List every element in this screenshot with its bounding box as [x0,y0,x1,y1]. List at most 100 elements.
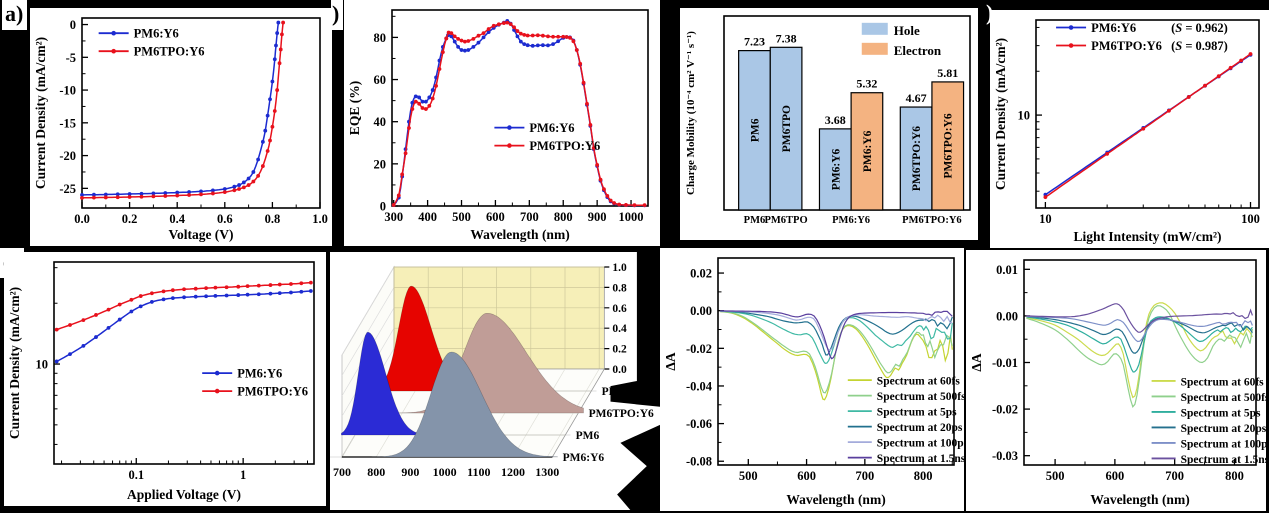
panel-b: 300 400 500 600 700 800 900 1000 0 20 40 60 80 Wavele… [344,0,660,246]
svg-text:PM6: PM6 [576,430,600,442]
svg-text:800: 800 [914,469,933,483]
svg-text:7.23: 7.23 [744,35,765,49]
svg-text:10: 10 [1018,109,1031,123]
svg-text:PM6TPO: PM6TPO [602,386,649,398]
svg-text:Charge Mobility (10⁻⁴ cm² V⁻¹: Charge Mobility (10⁻⁴ cm² V⁻¹ s⁻¹) [685,31,697,195]
svg-text:Voltage (V): Voltage (V) [168,227,233,242]
svg-text:800: 800 [367,465,385,479]
svg-text:700: 700 [520,210,539,224]
svg-text:0.01: 0.01 [996,263,1018,277]
svg-text:5.32: 5.32 [856,77,877,91]
svg-text:PM6TPO:Y6: PM6TPO:Y6 [911,126,923,191]
series-1 [54,280,313,332]
svg-text:0.4: 0.4 [612,323,627,335]
svg-text:PM6:Y6: PM6:Y6 [832,215,870,226]
series-2 [1026,316,1253,373]
panel-e-chart: 0.1 1 10 Applied Voltage (V) Current Density… [7,261,315,502]
svg-text:5.81: 5.81 [937,66,958,80]
svg-text:1: 1 [240,468,246,482]
svg-text:(S = 0.987): (S = 0.987) [1171,39,1228,53]
svg-text:-15: -15 [59,116,76,130]
svg-text:-0.04: -0.04 [686,379,713,393]
svg-text:Spectrum at 500fs: Spectrum at 500fs [877,391,964,403]
svg-text:600: 600 [486,210,505,224]
svg-text:0.00: 0.00 [690,304,712,318]
svg-text:0.02: 0.02 [690,267,712,281]
panel-c: Charge Mobility (10⁻⁴ cm² V⁻¹ s⁻¹) PM6 PM6… [680,8,978,240]
svg-text:10: 10 [36,358,49,372]
svg-text:PM6TPO:Y6: PM6TPO:Y6 [589,408,654,420]
svg-text:-25: -25 [59,182,76,196]
legend: Spectrum at 60fs Spectrum at 500fs Spectru… [1151,376,1266,466]
svg-text:100: 100 [1241,212,1260,226]
panel-a: 0.0 0.2 0.4 0.6 0.8 1.0 0 -5 -10 -15 -20 -25 Voltage… [30,8,332,246]
svg-text:PM6TPO:Y6: PM6TPO:Y6 [943,113,955,178]
panel-h: 500 600 700 800 0.01 0.00 -0.01 -0.02 -0.03 Wavel… [966,250,1266,511]
svg-text:7.38: 7.38 [776,31,797,45]
svg-text:-0.02: -0.02 [686,342,712,356]
svg-text:PM6TPO: PM6TPO [764,215,807,226]
svg-text:500: 500 [1046,469,1065,483]
axes: 10 100 10 Light Intensity (mW/cm²) Current D… [993,19,1260,244]
series-3 [1026,315,1253,354]
svg-text:1100: 1100 [467,465,490,479]
axes: 0.0 0.2 0.4 0.6 0.8 1.0 0 -5 -10 -15 -20 -25 Voltage… [33,17,328,242]
svg-text:PM6TPO:Y6: PM6TPO:Y6 [134,45,205,59]
panel-a-chart: 0.0 0.2 0.4 0.6 0.8 1.0 0 -5 -10 -15 -20 -25 Voltage… [33,17,328,242]
svg-text:Current Density (mA/cm²): Current Density (mA/cm²) [993,38,1008,190]
svg-text:0.2: 0.2 [122,212,138,226]
axes: 0.1 1 10 Applied Voltage (V) Current Density… [7,261,315,502]
svg-text:Wavelength (nm): Wavelength (nm) [1090,492,1189,507]
panel-d-chart: 10 100 10 Light Intensity (mW/cm²) Current D… [993,19,1260,244]
panel-d: 10 100 10 Light Intensity (mW/cm²) Current D… [990,10,1269,248]
svg-text:PM6:Y6: PM6:Y6 [563,452,605,464]
svg-text:Spectrum at 1.5ns: Spectrum at 1.5ns [877,453,964,465]
svg-text:80: 80 [374,31,387,45]
svg-text:700: 700 [855,469,874,483]
svg-text:Electron: Electron [894,43,942,58]
svg-text:PM6:Y6: PM6:Y6 [134,27,179,41]
svg-text:0.2: 0.2 [612,344,627,356]
panel-h-chart: 500 600 700 800 0.01 0.00 -0.01 -0.02 -0.03 Wavel… [969,259,1266,507]
svg-text:60: 60 [374,73,387,87]
svg-text:1000: 1000 [433,465,457,479]
svg-text:800: 800 [554,210,573,224]
svg-text:0.4: 0.4 [169,212,185,226]
svg-text:PM6:Y6: PM6:Y6 [830,148,842,190]
legend: PM6:Y6 PM6TPO:Y6 [98,27,205,59]
series-5 [1026,303,1253,333]
bars: 7.23 PM6 7.38 PM6TPO 3.68 PM6:Y6 5.32 PM6:Y6 4.6… [738,31,965,211]
svg-text:ΔA: ΔA [969,353,984,371]
svg-text:-5: -5 [66,51,76,65]
series-0 [1026,302,1253,399]
svg-text:40: 40 [374,115,387,129]
svg-text:700: 700 [333,465,351,479]
svg-text:0.8: 0.8 [612,282,627,294]
svg-text:0.0: 0.0 [74,212,90,226]
svg-text:-20: -20 [59,149,76,163]
svg-text:Applied Voltage (V): Applied Voltage (V) [127,487,241,502]
svg-text:0.6: 0.6 [612,303,627,315]
svg-text:900: 900 [401,465,419,479]
panel-g: 500 600 700 800 0.02 0.00 -0.02 -0.04 -0.06 -0.08… [660,248,964,511]
series-3 [720,310,953,356]
svg-text:-0.01: -0.01 [992,356,1018,370]
svg-text:500: 500 [452,210,471,224]
svg-text:(S = 0.962): (S = 0.962) [1171,21,1228,35]
series-5 [720,310,953,360]
svg-text:EQE (%): EQE (%) [347,81,362,135]
legend: PM6:Y6 PM6TPO:Y6 [202,367,308,399]
series-4 [720,310,953,351]
svg-text:Light Intensity (mW/cm²): Light Intensity (mW/cm²) [1073,229,1221,244]
svg-text:300: 300 [384,210,403,224]
svg-text:1300: 1300 [535,465,559,479]
svg-text:0.1: 0.1 [128,468,144,482]
svg-text:1.0: 1.0 [312,212,328,226]
svg-text:0.8: 0.8 [265,212,281,226]
axes: 500 600 700 800 0.01 0.00 -0.01 -0.02 -0.03 Wavel… [969,259,1257,507]
svg-text:PM6TPO:Y6: PM6TPO:Y6 [529,139,600,153]
svg-text:Spectrum at 60fs: Spectrum at 60fs [1181,376,1265,388]
svg-text:1000: 1000 [619,210,644,224]
svg-text:Spectrum at 5ps: Spectrum at 5ps [1181,407,1261,419]
svg-text:Hole: Hole [894,23,920,38]
